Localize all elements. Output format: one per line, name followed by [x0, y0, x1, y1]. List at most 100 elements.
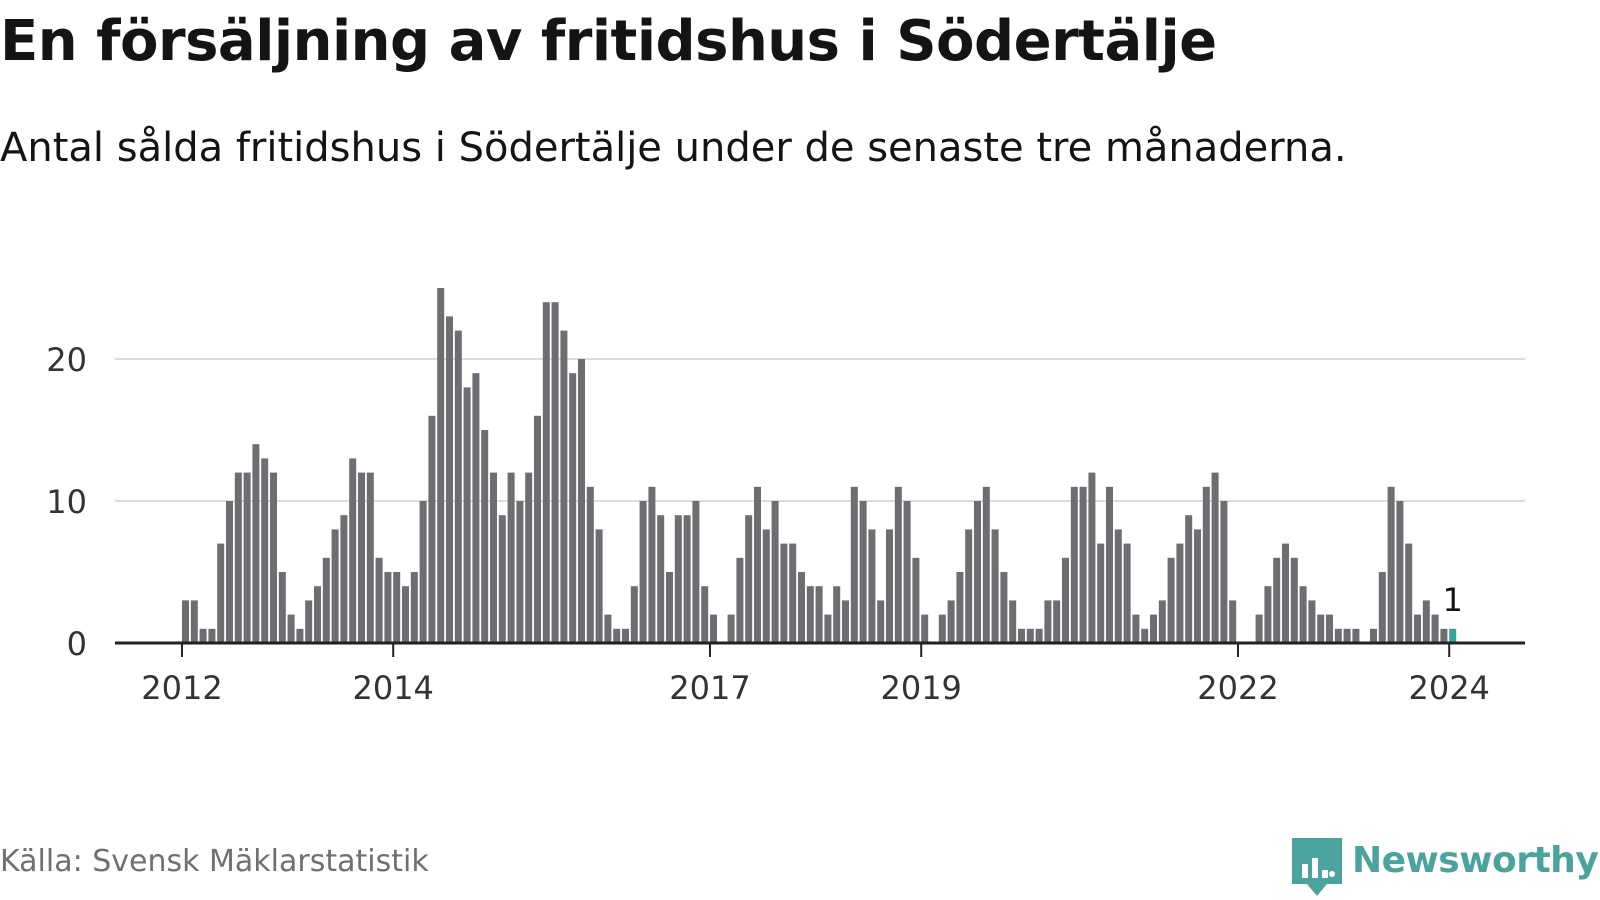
bar — [1220, 501, 1228, 643]
bar — [498, 515, 506, 643]
bar — [1405, 543, 1413, 643]
chart-subtitle: Antal sålda fritidshus i Södertälje unde… — [0, 125, 1347, 171]
data-label: 1 — [1443, 581, 1463, 619]
newsworthy-logo-icon — [1292, 838, 1342, 896]
bar — [842, 600, 849, 643]
bar — [780, 543, 788, 643]
source-note: Källa: Svensk Mäklarstatistik — [0, 844, 429, 879]
bar — [648, 486, 656, 643]
bar — [305, 600, 313, 643]
bar — [234, 472, 242, 643]
bar — [217, 543, 225, 643]
bar — [1018, 628, 1025, 643]
bar — [278, 572, 286, 643]
bar — [1343, 628, 1351, 643]
bar — [1185, 515, 1193, 643]
bar — [1387, 486, 1395, 643]
bar — [393, 572, 401, 643]
bar — [1440, 628, 1448, 643]
bar — [1053, 600, 1061, 643]
bar — [1255, 614, 1263, 643]
bar — [375, 557, 383, 643]
bar — [1317, 614, 1325, 643]
y-tick-label: 20 — [46, 341, 87, 379]
bar — [666, 572, 673, 643]
brand-logo: Newsworthy — [1292, 838, 1599, 898]
bar — [1422, 600, 1430, 643]
bar — [736, 557, 744, 643]
bar — [199, 628, 207, 643]
bar — [182, 600, 189, 643]
bar — [1194, 529, 1201, 643]
bar — [1326, 614, 1333, 643]
bar — [1334, 628, 1342, 643]
bar — [331, 529, 339, 643]
x-tick-label: 2017 — [669, 669, 750, 707]
bar — [1202, 486, 1210, 643]
chart-title: En försäljning av fritidshus i Södertälj… — [0, 9, 1217, 74]
bar — [1141, 628, 1149, 643]
bar — [754, 486, 761, 643]
bar — [859, 501, 867, 643]
bar — [428, 415, 436, 643]
bar — [1299, 586, 1307, 643]
bar — [604, 614, 612, 643]
bar — [314, 586, 321, 643]
bar — [463, 387, 471, 643]
bar — [1114, 529, 1122, 643]
bar — [1264, 586, 1272, 643]
bar — [886, 529, 893, 643]
bar — [798, 572, 805, 643]
bar — [472, 373, 480, 643]
bar — [1035, 628, 1043, 643]
bar — [1396, 501, 1404, 643]
bar — [789, 543, 797, 643]
bar — [1414, 614, 1421, 643]
bar — [454, 330, 462, 643]
bar — [771, 501, 779, 643]
bar — [630, 586, 638, 643]
bar — [745, 515, 753, 643]
bar — [208, 628, 216, 643]
bar — [490, 472, 497, 643]
bar — [366, 472, 374, 643]
bar — [578, 359, 585, 643]
bar — [622, 628, 629, 643]
bar — [1062, 557, 1069, 643]
bar — [1370, 628, 1377, 643]
bar — [982, 486, 990, 643]
bar — [1308, 600, 1316, 643]
bar — [1282, 543, 1289, 643]
bar — [868, 529, 876, 643]
bar — [701, 586, 709, 643]
bar — [850, 486, 858, 643]
bar — [349, 458, 357, 643]
bar — [1123, 543, 1131, 643]
bar — [1150, 614, 1157, 643]
bar — [956, 572, 964, 643]
bar — [877, 600, 885, 643]
y-tick-label: 10 — [46, 483, 87, 521]
bar — [815, 586, 823, 643]
bar — [586, 486, 594, 643]
bar — [402, 586, 409, 643]
bar — [1158, 600, 1166, 643]
bar — [437, 288, 445, 643]
bar — [525, 472, 533, 643]
bar — [1000, 572, 1008, 643]
bar — [226, 501, 233, 643]
bar — [261, 458, 269, 643]
bar — [252, 444, 260, 643]
bar — [912, 557, 920, 643]
bar — [833, 586, 841, 643]
bar — [419, 501, 427, 643]
bar — [296, 628, 304, 643]
bar — [1167, 557, 1175, 643]
bar — [507, 472, 515, 643]
bar — [806, 586, 814, 643]
bar-chart: 0 10 20 1 2012 2014 2017 2019 2022 2024 — [46, 288, 1525, 707]
bar — [595, 529, 603, 643]
bar — [965, 529, 973, 643]
bar — [358, 472, 365, 643]
x-tick-label: 2022 — [1197, 669, 1278, 707]
